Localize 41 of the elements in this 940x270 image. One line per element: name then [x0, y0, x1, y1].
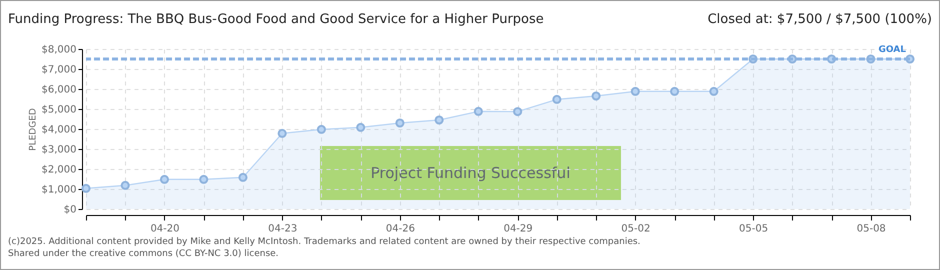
- x-tick-label: 04-26: [386, 224, 415, 234]
- y-tick-label: $0: [64, 204, 76, 216]
- y-tick-label: $7,000: [42, 64, 76, 76]
- y-tick-label: $2,000: [42, 164, 76, 176]
- point: [199, 174, 208, 184]
- x-tick-label: 05-02: [621, 224, 650, 234]
- y-tick-label: $4,000: [42, 124, 76, 136]
- x-tick-label: 05-05: [739, 224, 768, 234]
- success-banner: Project Funding Successful: [320, 146, 621, 200]
- y-tick-label: $6,000: [42, 84, 76, 96]
- y-tick-label: $3,000: [42, 144, 76, 156]
- text: (c)2025. Additional content provided by Mike and Kelly McIntosh. Trademarks and related content are owned by their respective companies.: [8, 236, 640, 248]
- y-tick-label: $1,000: [42, 184, 76, 196]
- point: [552, 94, 562, 104]
- ref-line-label: GOAL: [878, 45, 906, 55]
- chart-title: Funding Progress: The BBQ Bus-Good Food and Good Service for a Higher Purpose: [8, 12, 544, 27]
- x-tick-label: 04-23: [268, 224, 298, 234]
- point: [434, 115, 444, 125]
- point: [356, 122, 366, 132]
- point: [474, 106, 483, 116]
- annotation: Project Funding Successful: [370, 164, 570, 182]
- point: [592, 91, 601, 101]
- point: [630, 86, 640, 96]
- y-tick-label: $8,000: [42, 44, 76, 56]
- text: Shared under the creative commons (CC BY-NC 3.0) license.: [8, 248, 280, 260]
- point: [81, 184, 91, 193]
- y-axis-title: PLEDGED: [28, 108, 39, 151]
- point: [120, 180, 130, 190]
- point: [513, 107, 522, 116]
- x-tick-label: 04-29: [504, 224, 533, 234]
- point: [395, 118, 404, 128]
- y-tick-label: $5,000: [42, 104, 76, 116]
- point: [238, 172, 248, 182]
- point: [160, 174, 170, 184]
- point: [278, 128, 287, 138]
- point: [316, 124, 326, 134]
- x-tick-label: 04-20: [150, 224, 180, 234]
- point: [709, 86, 718, 96]
- x-tick-label: 05-08: [856, 224, 886, 234]
- point: [670, 86, 680, 96]
- chart-subtitle: Closed at: $7,500 / $7,500 (100%): [708, 12, 932, 27]
